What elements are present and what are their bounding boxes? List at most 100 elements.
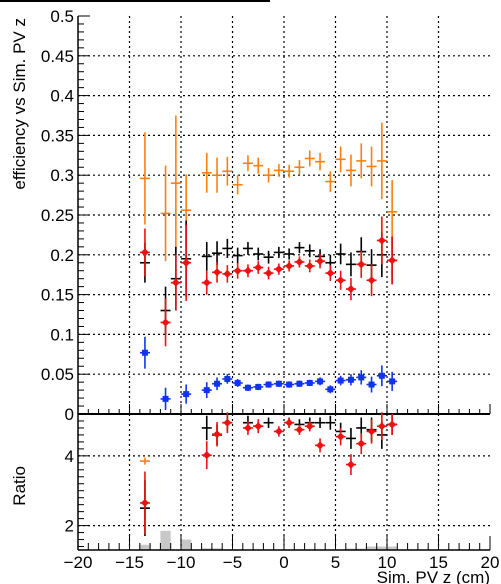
data-point xyxy=(356,250,367,278)
data-point xyxy=(294,424,305,435)
marker-diamond xyxy=(223,418,232,427)
y-tick-label: 0.2 xyxy=(50,246,74,265)
data-point xyxy=(253,419,264,434)
marker-square xyxy=(389,378,396,385)
data-point xyxy=(263,250,274,264)
data-point xyxy=(315,254,326,269)
data-point xyxy=(356,370,367,385)
ratio-axis-title: Ratio xyxy=(10,466,29,506)
data-point xyxy=(335,270,346,290)
marker-diamond xyxy=(254,263,263,272)
y-tick-label: 0.25 xyxy=(41,206,74,225)
data-point xyxy=(170,115,181,251)
data-point xyxy=(253,261,264,274)
data-point xyxy=(212,422,223,447)
x-axis-title: Sim. PV z (cm) xyxy=(377,568,490,584)
data-point xyxy=(315,377,326,386)
marker-square xyxy=(337,377,344,384)
y-tick-label: 0.5 xyxy=(50,7,74,26)
y-tick-label: 4 xyxy=(65,447,74,466)
data-point xyxy=(376,216,387,265)
data-point xyxy=(212,157,223,193)
data-point xyxy=(212,377,223,391)
marker-square xyxy=(286,381,293,388)
data-point xyxy=(376,412,387,441)
data-point xyxy=(232,247,243,264)
data-point xyxy=(201,270,212,295)
data-point xyxy=(304,150,315,167)
data-point xyxy=(242,264,253,278)
data-point xyxy=(201,242,212,271)
marker-square xyxy=(317,378,324,385)
marker-diamond xyxy=(377,236,386,245)
data-point xyxy=(139,228,150,277)
data-point xyxy=(294,160,305,175)
x-tick-label: 5 xyxy=(331,553,340,572)
marker-diamond xyxy=(305,261,314,270)
data-point xyxy=(273,164,284,177)
data-point xyxy=(242,155,253,172)
data-point xyxy=(242,242,253,255)
data-point xyxy=(304,259,315,273)
marker-diamond xyxy=(264,269,273,278)
marker-square xyxy=(224,375,231,382)
marker-diamond xyxy=(161,318,170,327)
data-point xyxy=(222,374,233,384)
marker-diamond xyxy=(316,257,325,266)
data-point xyxy=(294,380,305,387)
marker-diamond xyxy=(223,269,232,278)
marker-diamond xyxy=(213,268,222,277)
marker-diamond xyxy=(367,276,376,285)
x-tick-label: 20 xyxy=(481,553,500,572)
data-point xyxy=(325,171,336,192)
data-point xyxy=(376,365,387,387)
y-tick-label: 0.3 xyxy=(50,166,74,185)
marker-diamond xyxy=(243,423,252,432)
data-point xyxy=(201,152,212,193)
data-point xyxy=(345,454,356,476)
marker-diamond xyxy=(295,257,304,266)
histogram-bin xyxy=(139,544,151,550)
marker-diamond xyxy=(346,285,355,294)
marker-diamond xyxy=(305,422,314,431)
data-point xyxy=(242,420,253,435)
marker-diamond xyxy=(336,276,345,285)
grid-lines xyxy=(78,16,490,550)
data-point xyxy=(356,143,367,179)
data-point xyxy=(181,224,192,301)
data-point xyxy=(222,156,233,186)
data-point xyxy=(212,261,223,283)
marker-diamond xyxy=(357,260,366,269)
data-point xyxy=(263,168,274,183)
data-point xyxy=(315,417,326,428)
data-point xyxy=(222,265,233,283)
data-point xyxy=(356,433,367,455)
marker-square xyxy=(214,380,221,387)
data-point xyxy=(387,371,398,391)
data-point xyxy=(160,387,171,411)
y-tick-label: 0.15 xyxy=(41,286,74,305)
data-point xyxy=(253,157,264,174)
histogram-bin xyxy=(160,530,171,550)
marker-diamond xyxy=(377,422,386,431)
marker-diamond xyxy=(233,266,242,275)
data-points xyxy=(139,115,398,537)
marker-diamond xyxy=(171,278,180,287)
data-point xyxy=(366,419,377,444)
marker-square xyxy=(347,376,354,383)
data-point xyxy=(325,415,336,430)
marker-diamond xyxy=(285,418,294,427)
data-point xyxy=(345,252,356,277)
data-point xyxy=(294,242,305,254)
x-tick-label: −10 xyxy=(167,553,196,572)
marker-square xyxy=(203,387,210,394)
data-point xyxy=(304,379,315,387)
histogram-bin xyxy=(366,546,398,550)
data-point xyxy=(376,122,387,200)
marker-diamond xyxy=(357,439,366,448)
data-point xyxy=(387,236,398,285)
y-tick-label: 2 xyxy=(65,517,74,536)
marker-square xyxy=(275,380,282,387)
x-tick-label: −20 xyxy=(64,553,93,572)
